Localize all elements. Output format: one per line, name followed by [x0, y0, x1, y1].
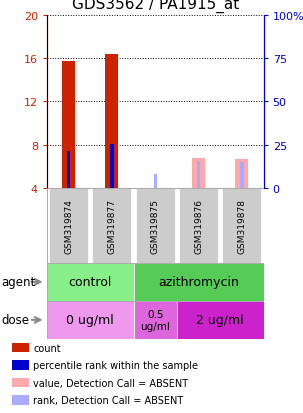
Bar: [192, 158, 205, 188]
Bar: [47, 301, 134, 339]
Text: rank, Detection Call = ABSENT: rank, Detection Call = ABSENT: [33, 395, 183, 405]
Text: agent: agent: [2, 276, 36, 289]
Text: GSM319875: GSM319875: [151, 198, 160, 253]
Bar: [47, 263, 134, 301]
Text: count: count: [33, 343, 61, 353]
Bar: [12, 343, 28, 353]
Text: control: control: [68, 276, 112, 289]
Text: azithromycin: azithromycin: [158, 276, 239, 289]
Text: GSM319876: GSM319876: [194, 198, 203, 253]
Bar: [67, 152, 70, 188]
Text: 2 ug/ml: 2 ug/ml: [196, 313, 244, 327]
Bar: [235, 159, 248, 188]
Bar: [179, 188, 218, 263]
Bar: [134, 263, 264, 301]
Bar: [49, 188, 88, 263]
Bar: [110, 144, 114, 188]
Bar: [12, 378, 28, 387]
Bar: [12, 395, 28, 405]
Text: 0 ug/ml: 0 ug/ml: [66, 313, 114, 327]
Title: GDS3562 / PA1915_at: GDS3562 / PA1915_at: [72, 0, 239, 13]
Text: percentile rank within the sample: percentile rank within the sample: [33, 360, 198, 370]
Bar: [154, 174, 157, 188]
Bar: [177, 301, 264, 339]
Text: GSM319874: GSM319874: [64, 198, 73, 253]
Text: GSM319877: GSM319877: [108, 198, 116, 253]
Bar: [105, 55, 118, 188]
Bar: [134, 301, 177, 339]
Text: 0.5
ug/ml: 0.5 ug/ml: [140, 309, 170, 331]
Bar: [136, 188, 175, 263]
Text: GSM319878: GSM319878: [238, 198, 246, 253]
Text: dose: dose: [2, 313, 29, 327]
Bar: [197, 161, 200, 188]
Bar: [222, 188, 261, 263]
Bar: [12, 361, 28, 370]
Text: value, Detection Call = ABSENT: value, Detection Call = ABSENT: [33, 378, 188, 388]
Bar: [62, 62, 75, 188]
Bar: [92, 188, 132, 263]
Bar: [240, 163, 244, 188]
